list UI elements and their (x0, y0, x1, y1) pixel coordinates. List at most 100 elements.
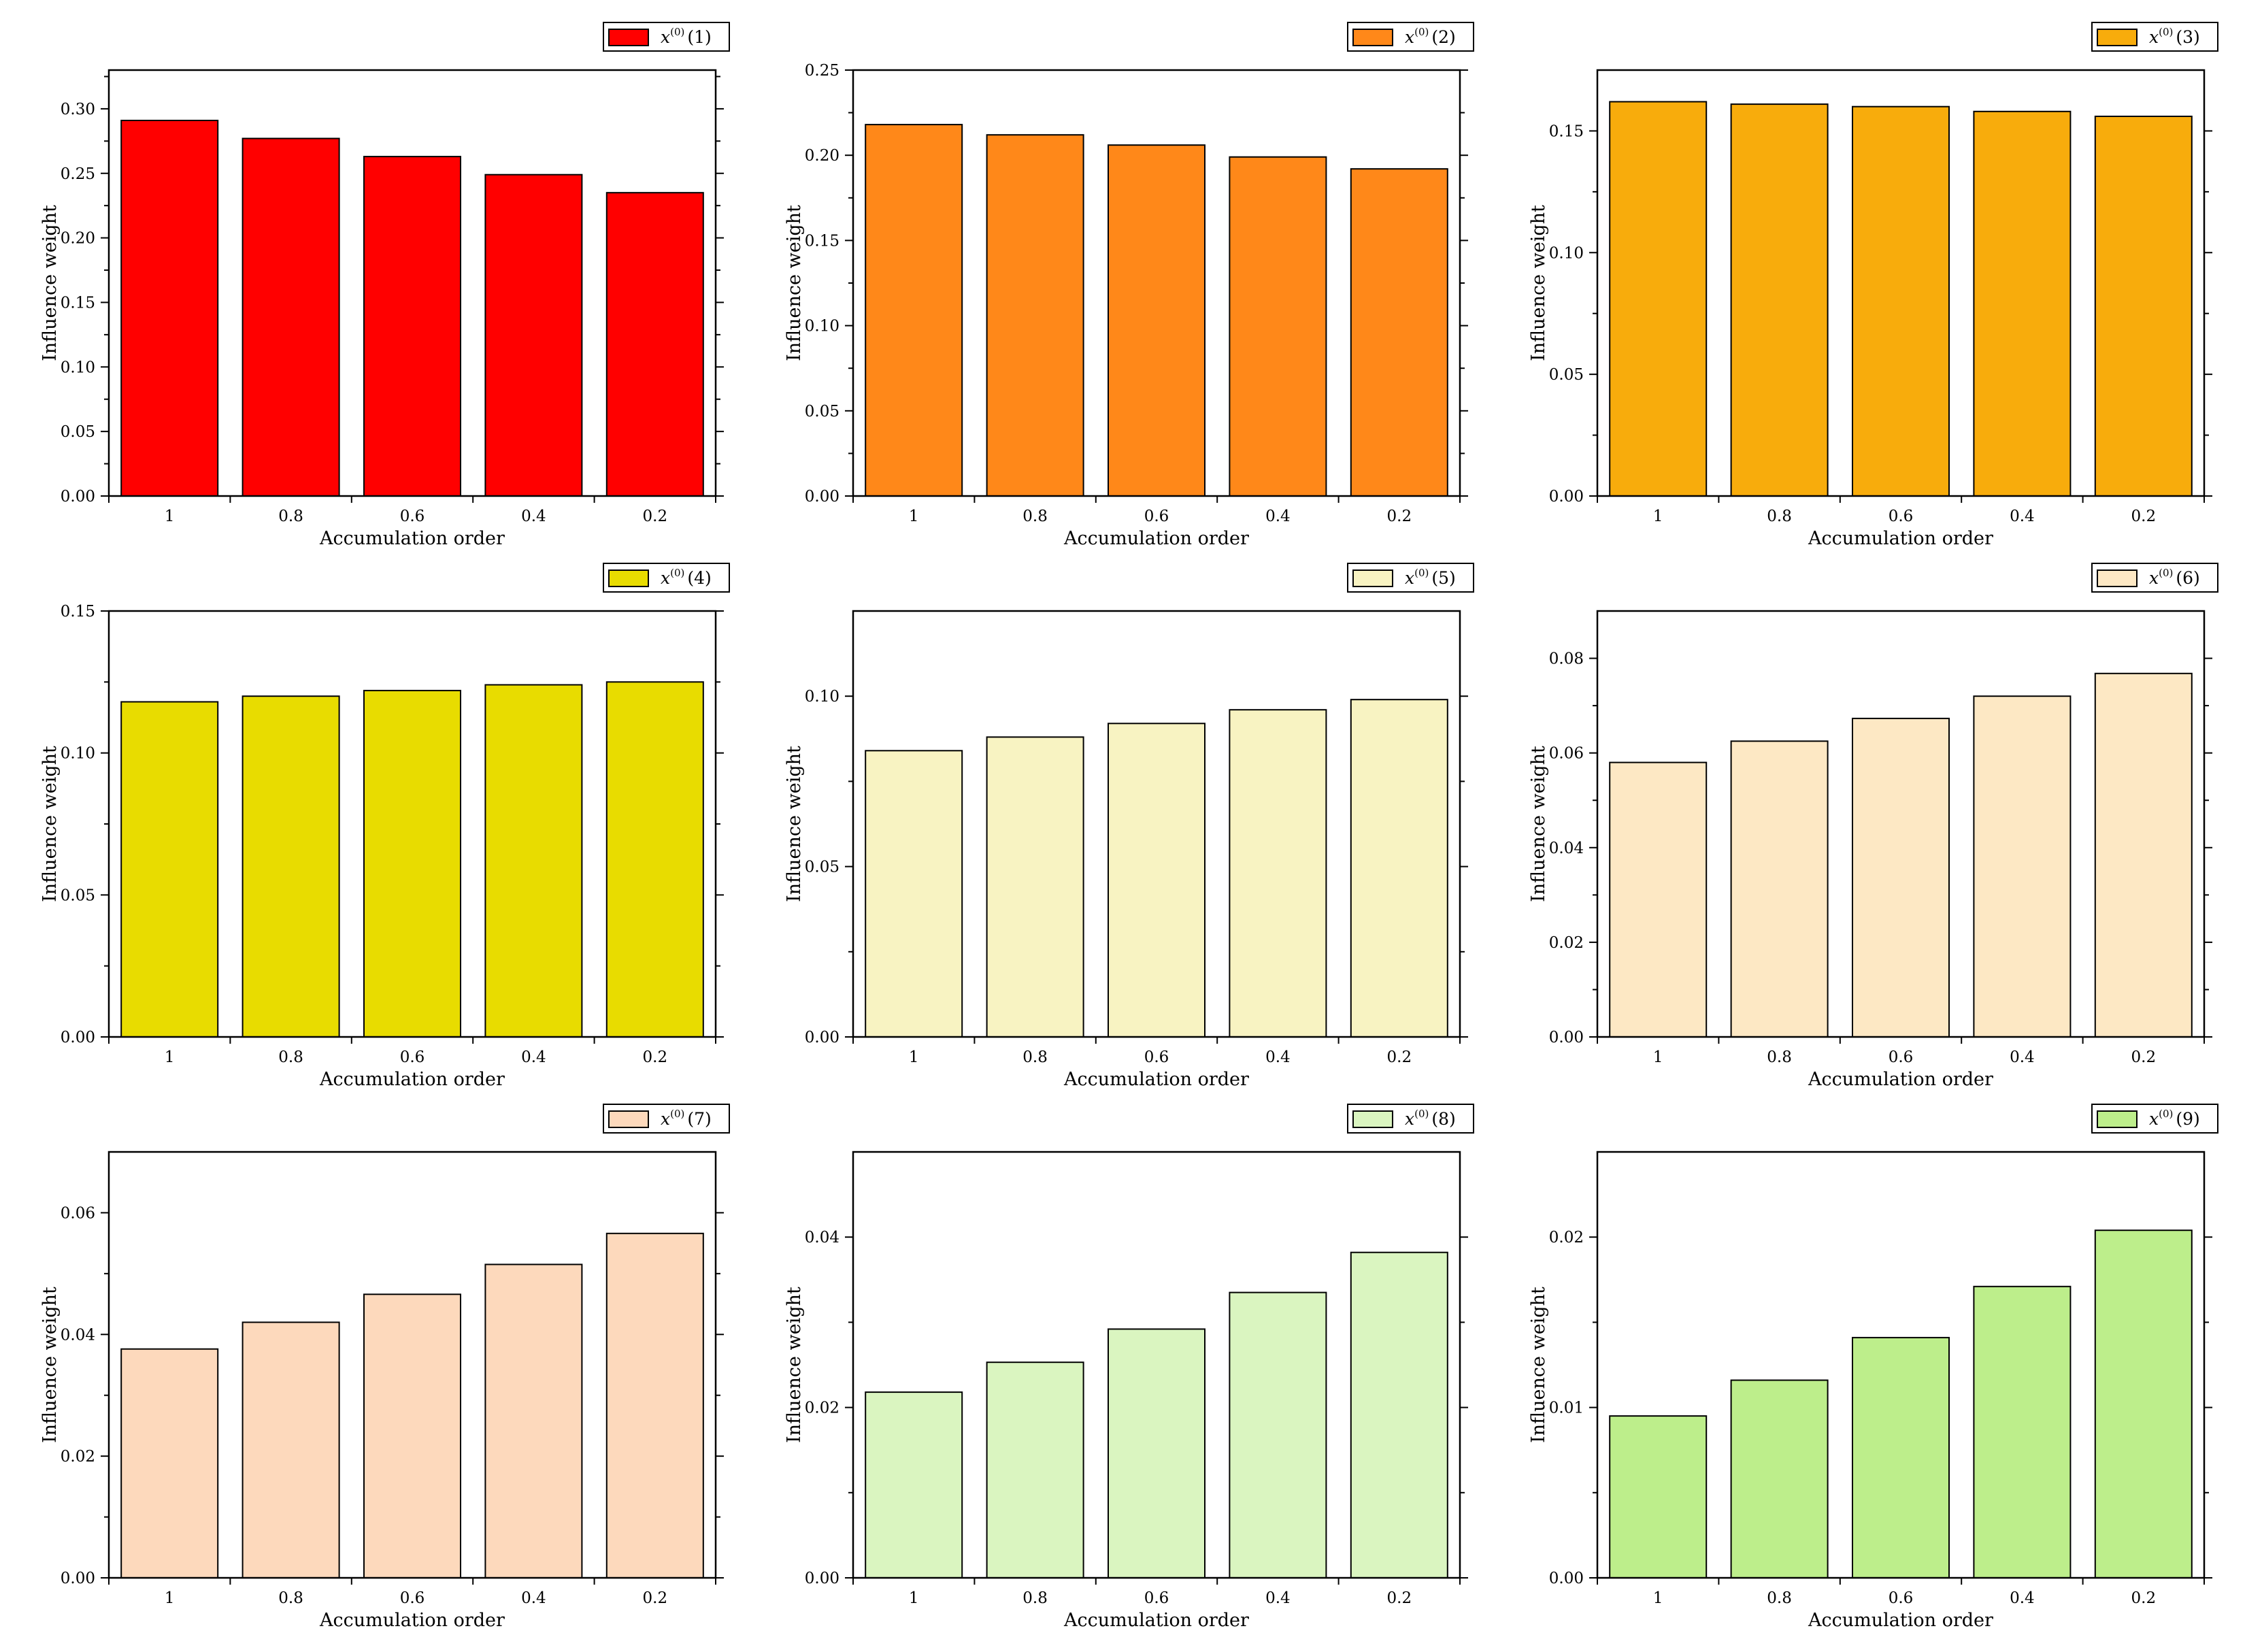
chart-7-xtick-label-2: 0.8 (278, 1589, 303, 1607)
chart-1-ytick-label-5: 0.20 (61, 230, 95, 248)
chart-9-bar-1 (1609, 1415, 1708, 1579)
chart-9-xtick-label-4: 0.4 (2010, 1589, 2035, 1607)
chart-4-xtick-label-1: 1 (165, 1048, 175, 1066)
chart-3-bar-1 (1609, 101, 1708, 497)
chart-1-bar-3 (363, 156, 461, 497)
chart-6-bar-3 (1852, 717, 1950, 1038)
chart-2-bar-1 (865, 124, 963, 497)
chart-7-legend: x(0) (7) (603, 1104, 730, 1134)
chart-4-legend-label: x(0) (4) (661, 567, 712, 588)
chart-1-bar-1 (120, 120, 219, 497)
chart-3-xtick-label-2: 0.8 (1767, 508, 1792, 525)
chart-8-legend: x(0) (8) (1347, 1104, 1474, 1134)
chart-5-bar-2 (986, 736, 1084, 1038)
chart-2-legend-label: x(0) (2) (1405, 26, 1456, 47)
chart-1-ylabel: Influence weight (39, 205, 61, 361)
chart-9-bar-4 (1973, 1285, 2072, 1579)
chart-8-frame (852, 1151, 1461, 1579)
chart-8-bar-3 (1108, 1328, 1205, 1579)
chart-6-ytick-label-1: 0.00 (1549, 1029, 1584, 1046)
chart-1-xtick-label-1: 1 (165, 508, 175, 525)
chart-9-legend: x(0) (9) (2091, 1104, 2218, 1134)
chart-2-ytick-label-6: 0.25 (805, 62, 839, 80)
chart-7-bar-3 (363, 1293, 461, 1579)
chart-2-bar-5 (1350, 168, 1448, 497)
chart-3-ytick-label-4: 0.15 (1549, 122, 1584, 140)
chart-7-xtick-label-3: 0.6 (400, 1589, 425, 1607)
chart-9-xlabel: Accumulation order (1808, 1610, 1993, 1631)
chart-7-bar-4 (484, 1263, 583, 1579)
chart-2-xtick-label-1: 1 (909, 508, 919, 525)
chart-8-xtick-label-2: 0.8 (1022, 1589, 1048, 1607)
chart-1-xtick-label-5: 0.2 (643, 508, 668, 525)
chart-6-bar-5 (2094, 672, 2193, 1038)
chart-4-ytick-label-3: 0.10 (61, 745, 95, 763)
chart-1-xtick-label-2: 0.8 (278, 508, 303, 525)
chart-6-ylabel: Influence weight (1528, 746, 1549, 902)
chart-3-ytick-label-3: 0.10 (1549, 244, 1584, 262)
chart-1-legend: x(0) (1) (603, 22, 730, 52)
chart-8-ytick-label-2: 0.02 (805, 1400, 839, 1417)
chart-9-ytick-label-1: 0.00 (1549, 1570, 1584, 1587)
chart-6-xlabel: Accumulation order (1808, 1069, 1993, 1090)
chart-9-bar-5 (2094, 1229, 2193, 1579)
chart-3-bar-5 (2094, 116, 2193, 497)
chart-6-ytick-label-4: 0.06 (1549, 745, 1584, 763)
chart-4-legend: x(0) (4) (603, 563, 730, 593)
chart-4-xtick-label-2: 0.8 (278, 1048, 303, 1066)
chart-9-ytick-label-2: 0.01 (1549, 1400, 1584, 1417)
chart-9-legend-label: x(0) (9) (2149, 1108, 2200, 1129)
chart-4-ytick-label-2: 0.05 (61, 887, 95, 904)
chart-6-frame (1596, 610, 2206, 1038)
chart-6-xtick-label-1: 1 (1653, 1048, 1663, 1066)
chart-3-bar-4 (1973, 110, 2072, 497)
chart-6-bar-2 (1730, 740, 1829, 1038)
chart-9-xtick-label-3: 0.6 (1889, 1589, 1914, 1607)
chart-7-xtick-label-4: 0.4 (521, 1589, 546, 1607)
chart-3-ytick-label-1: 0.00 (1549, 488, 1584, 506)
chart-3-xtick-label-4: 0.4 (2010, 508, 2035, 525)
chart-4-ytick-label-4: 0.15 (61, 603, 95, 621)
chart-9-bar-3 (1852, 1336, 1950, 1579)
chart-5-xtick-label-2: 0.8 (1022, 1048, 1048, 1066)
chart-1-bar-2 (242, 137, 340, 497)
chart-2-legend-swatch (1352, 29, 1393, 46)
chart-6-xtick-label-5: 0.2 (2131, 1048, 2157, 1066)
chart-7-xtick-label-5: 0.2 (643, 1589, 668, 1607)
chart-7-ylabel: Influence weight (39, 1287, 61, 1443)
chart-2-xtick-label-4: 0.4 (1265, 508, 1291, 525)
chart-5-ytick-label-3: 0.10 (805, 688, 839, 706)
chart-2-bar-2 (986, 134, 1084, 497)
chart-8-ylabel: Influence weight (784, 1287, 805, 1443)
chart-5-bar-4 (1229, 709, 1327, 1038)
chart-1-ytick-label-7: 0.30 (61, 101, 95, 118)
chart-4-bar-4 (484, 684, 583, 1038)
chart-6-legend-label: x(0) (6) (2149, 567, 2200, 588)
chart-4: 0.00 0.05 0.10 0.15 1 0.8 0.6 0.4 0.2 Accumulatio… (39, 563, 730, 1090)
chart-6-legend: x(0) (6) (2091, 563, 2218, 593)
chart-6-ytick-label-3: 0.04 (1549, 840, 1584, 857)
chart-4-ylabel: Influence weight (39, 746, 61, 902)
chart-2-xtick-label-3: 0.6 (1144, 508, 1169, 525)
chart-7-bar-1 (120, 1348, 219, 1579)
chart-5-legend-swatch (1352, 569, 1393, 587)
chart-6-bar-1 (1609, 761, 1708, 1038)
chart-1-ytick-label-1: 0.00 (61, 488, 95, 506)
chart-3-bar-2 (1730, 103, 1829, 497)
chart-8-xtick-label-5: 0.2 (1387, 1589, 1412, 1607)
chart-7: 0.00 0.02 0.04 0.06 1 0.8 0.6 0.4 0.2 Accumulatio… (39, 1104, 730, 1631)
chart-7-bar-2 (242, 1321, 340, 1579)
chart-1-bar-4 (484, 174, 583, 497)
chart-4-bar-2 (242, 695, 340, 1038)
chart-7-xlabel: Accumulation order (319, 1610, 505, 1631)
chart-8: 0.00 0.02 0.04 1 0.8 0.6 0.4 0.2 Accumulation or… (784, 1104, 1474, 1631)
chart-3-bar-3 (1852, 105, 1950, 497)
chart-5-bar-1 (865, 750, 963, 1038)
chart-5-bar-3 (1108, 723, 1205, 1038)
chart-3-xtick-label-1: 1 (1653, 508, 1663, 525)
chart-5-xlabel: Accumulation order (1063, 1069, 1249, 1090)
chart-5-ytick-label-2: 0.05 (805, 859, 839, 876)
chart-7-bar-5 (605, 1232, 704, 1579)
chart-5: 0.00 0.05 0.10 1 0.8 0.6 0.4 0.2 Accumulation or… (784, 563, 1474, 1090)
chart-2-xlabel: Accumulation order (1063, 528, 1249, 549)
